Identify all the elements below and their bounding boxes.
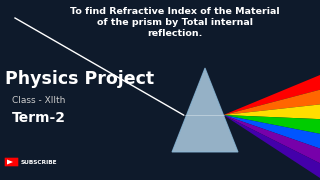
Text: reflection.: reflection. [147, 29, 203, 38]
Polygon shape [223, 75, 320, 115]
Polygon shape [7, 159, 13, 165]
Text: Class - XIIth: Class - XIIth [12, 96, 65, 105]
Text: Physics Project: Physics Project [5, 70, 154, 88]
Text: Term-2: Term-2 [12, 111, 66, 125]
Polygon shape [223, 115, 320, 178]
Polygon shape [172, 68, 238, 152]
Text: of the prism by Total internal: of the prism by Total internal [97, 18, 253, 27]
Polygon shape [223, 115, 320, 134]
Polygon shape [223, 115, 320, 163]
Polygon shape [223, 104, 320, 119]
FancyBboxPatch shape [5, 158, 18, 166]
Text: SUBSCRIBE: SUBSCRIBE [21, 159, 58, 165]
Polygon shape [223, 115, 320, 148]
Text: To find Refractive Index of the Material: To find Refractive Index of the Material [70, 7, 280, 16]
Polygon shape [223, 90, 320, 115]
